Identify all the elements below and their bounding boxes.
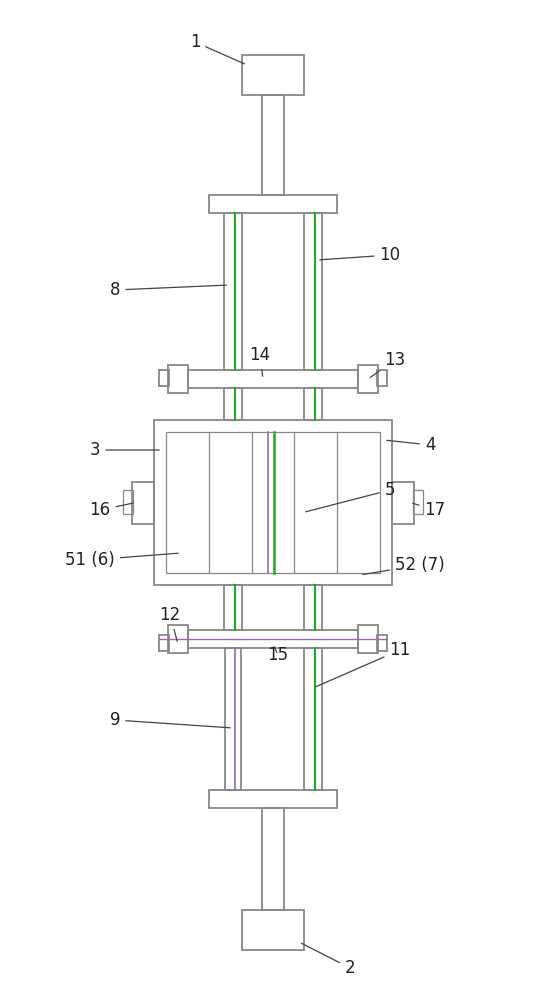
Bar	[209, 195, 337, 213]
Bar	[262, 808, 284, 910]
Bar	[224, 585, 242, 630]
Bar	[168, 625, 188, 653]
Bar	[304, 213, 322, 370]
Bar	[209, 790, 337, 808]
Bar	[392, 482, 414, 524]
Bar	[377, 370, 387, 386]
Text: 12: 12	[159, 606, 181, 641]
Bar	[377, 635, 387, 651]
Bar	[262, 95, 284, 195]
Bar	[225, 648, 241, 790]
Bar	[159, 635, 169, 651]
Text: 9: 9	[110, 711, 230, 729]
Bar	[224, 213, 242, 370]
Bar	[304, 648, 322, 790]
Text: 51 (6): 51 (6)	[65, 551, 178, 569]
Text: 13: 13	[370, 351, 406, 377]
Bar	[224, 388, 242, 420]
Bar	[188, 370, 358, 388]
Text: 3: 3	[90, 441, 159, 459]
Text: 2: 2	[301, 943, 356, 977]
Text: 14: 14	[249, 346, 271, 376]
Bar	[413, 489, 423, 514]
Bar	[358, 365, 378, 393]
Bar	[132, 482, 154, 524]
Text: 16: 16	[90, 501, 133, 519]
Text: 8: 8	[110, 281, 226, 299]
Bar	[168, 365, 188, 393]
Bar	[358, 625, 378, 653]
Bar	[166, 432, 380, 573]
Bar	[123, 489, 133, 514]
Text: 52 (7): 52 (7)	[363, 556, 445, 575]
Text: 5: 5	[306, 481, 395, 512]
Text: 15: 15	[267, 646, 289, 664]
Text: 4: 4	[387, 436, 435, 454]
Bar	[188, 630, 358, 648]
Text: 10: 10	[320, 246, 400, 264]
Text: 17: 17	[412, 501, 446, 519]
Text: 11: 11	[316, 641, 411, 687]
Bar	[304, 388, 322, 420]
Bar	[304, 585, 322, 630]
Bar	[242, 910, 304, 950]
Text: 1: 1	[190, 33, 245, 64]
Bar	[242, 55, 304, 95]
Bar	[154, 420, 392, 585]
Bar	[159, 370, 169, 386]
